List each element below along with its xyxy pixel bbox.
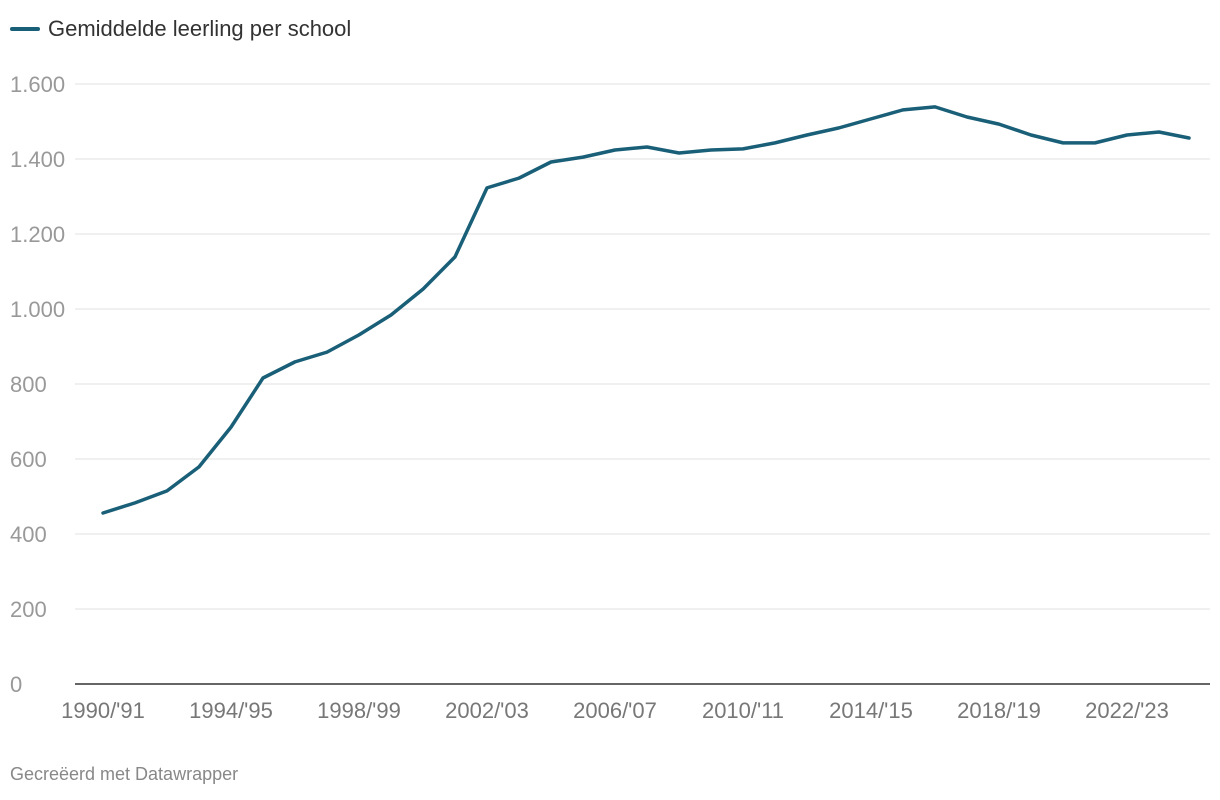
- x-tick-label: 1990/'91: [61, 698, 145, 723]
- y-tick-label: 800: [10, 372, 47, 397]
- x-tick-label: 2002/'03: [445, 698, 529, 723]
- legend-label: Gemiddelde leerling per school: [48, 16, 352, 41]
- y-tick-label: 1.400: [10, 147, 65, 172]
- series-line: [101, 105, 1191, 515]
- x-tick-label: 2018/'19: [957, 698, 1041, 723]
- x-tick-label: 1998/'99: [317, 698, 401, 723]
- legend-swatch: [10, 27, 40, 31]
- y-tick-label: 600: [10, 447, 47, 472]
- credit-footer: Gecreëerd met Datawrapper: [10, 764, 239, 784]
- x-tick-label: 2006/'07: [573, 698, 657, 723]
- y-tick-label: 1.000: [10, 297, 65, 322]
- y-tick-label: 400: [10, 522, 47, 547]
- y-tick-label: 1.200: [10, 222, 65, 247]
- x-tick-label: 2014/'15: [829, 698, 913, 723]
- y-tick-label: 200: [10, 597, 47, 622]
- x-tick-label: 2022/'23: [1085, 698, 1169, 723]
- y-tick-label: 0: [10, 672, 22, 697]
- y-tick-label: 1.600: [10, 72, 65, 97]
- line-chart: 0 200 400 600 800 1.000 1.200 1.400 1.600 1990/'9…: [10, 72, 1210, 723]
- legend: Gemiddelde leerling per school: [10, 16, 351, 42]
- x-tick-label: 2010/'11: [702, 698, 784, 723]
- x-tick-label: 1994/'95: [189, 698, 273, 723]
